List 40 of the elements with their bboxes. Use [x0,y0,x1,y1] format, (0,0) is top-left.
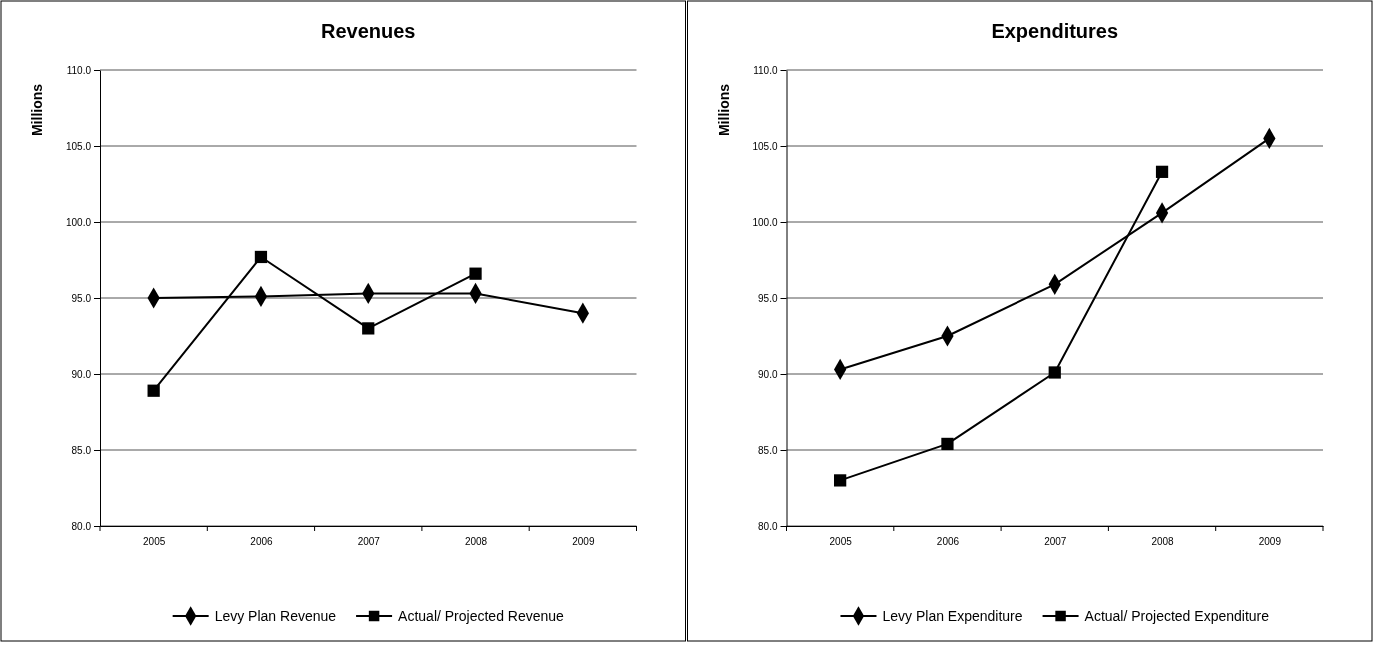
y-tick-label: 100.0 [752,216,778,228]
point [1155,165,1169,178]
y-tick-label: 110.0 [753,64,778,76]
point [362,322,375,335]
legend-label: Levy Plan Expenditure [882,608,1023,624]
y-tick-label: 90.0 [758,368,778,380]
x-tick-label: 2008 [1151,536,1175,548]
y-tick-label: 95.0 [758,292,778,304]
y-tick-label: 110.0 [66,64,92,76]
y-axis-title: Millions [29,83,45,137]
y-tick-label: 105.0 [65,140,92,152]
y-axis-title: Millions [715,83,732,137]
legend-label: Actual/ Projected Expenditure [1084,608,1270,624]
point [254,250,268,264]
legend-label: Levy Plan Revenue [214,608,337,624]
x-tick-label: 2006 [250,536,274,548]
y-tick-label: 105.0 [752,140,778,152]
point [147,384,160,397]
x-tick-label: 2007 [1044,536,1067,548]
x-tick-label: 2005 [829,536,853,548]
y-tick-label: 85.0 [71,444,92,456]
x-tick-label: 2009 [1258,536,1282,548]
x-tick-label: 2007 [357,536,381,548]
y-tick-label: 80.0 [758,520,778,532]
point [834,474,847,487]
x-tick-label: 2008 [464,536,488,548]
y-tick-label: 90.0 [71,368,92,380]
y-tick-label: 100.0 [65,216,92,228]
chart-title: Expenditures [991,20,1119,42]
point [941,437,954,451]
point [469,267,482,280]
chart-title: Revenues [321,20,416,42]
x-tick-label: 2005 [143,536,166,548]
point [1048,366,1061,379]
y-tick-label: 85.0 [758,444,778,456]
y-tick-label: 95.0 [71,292,92,304]
x-tick-label: 2006 [936,536,960,548]
legend-label: Actual/ Projected Revenue [398,608,565,624]
x-tick-label: 2009 [572,536,595,548]
y-tick-label: 80.0 [71,520,92,532]
